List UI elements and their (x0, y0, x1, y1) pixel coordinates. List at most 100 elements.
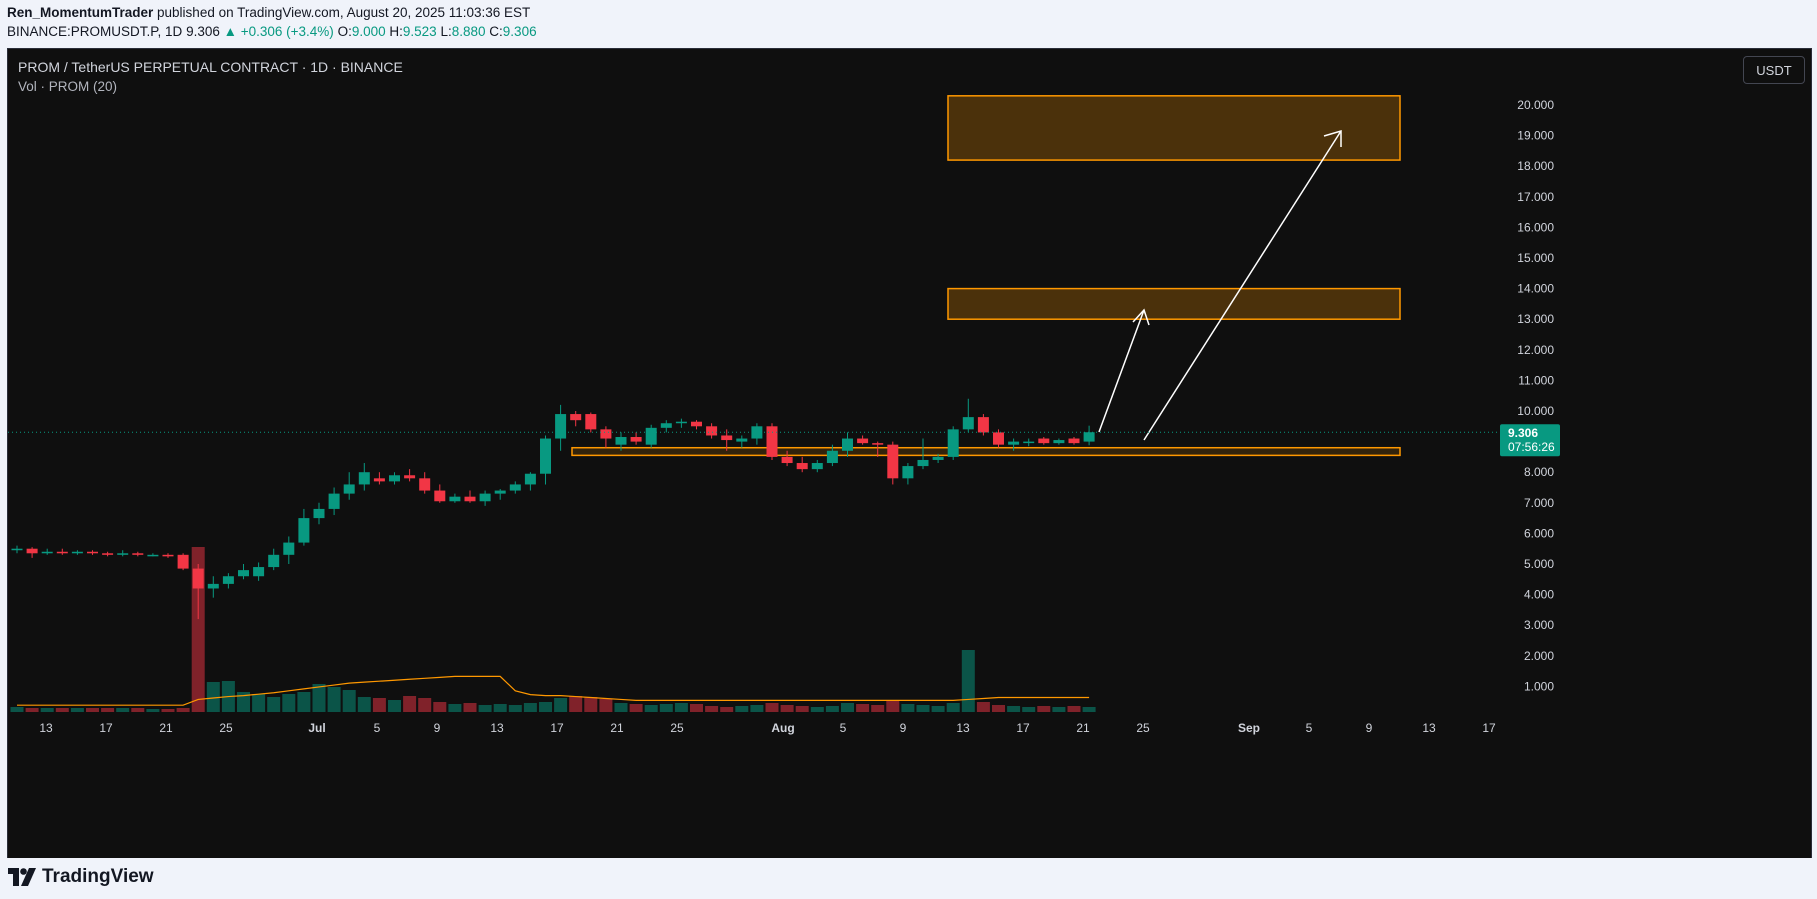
y-axis-tick-label: 12.000 (1517, 343, 1554, 357)
volume-indicator-label[interactable]: Vol · PROM (20) (18, 79, 118, 94)
y-axis-tick-label: 18.000 (1517, 159, 1554, 173)
volume-bar (372, 698, 386, 712)
candle-body (721, 435, 733, 441)
candle-body (932, 456, 944, 460)
volume-bar (418, 698, 432, 712)
candle-body (947, 429, 959, 457)
volume-bar (55, 708, 69, 712)
candle-body (1068, 438, 1080, 444)
volume-bar (765, 703, 779, 712)
publish-info: Ren_MomentumTrader published on TradingV… (7, 5, 530, 20)
volume-ma-line (17, 675, 1090, 706)
symbol-label: BINANCE:PROMUSDT.P, 1D (7, 24, 183, 39)
tradingview-logo-icon (8, 868, 36, 886)
x-axis-tick-label: Aug (771, 721, 794, 735)
candle-body (434, 490, 446, 502)
volume-bar (1037, 706, 1051, 712)
candle-body (615, 437, 627, 445)
volume-bar (508, 705, 522, 712)
y-axis-tick-label: 8.000 (1524, 465, 1554, 479)
candle-body (691, 421, 702, 427)
candle-body (1038, 438, 1050, 444)
volume-bar (40, 708, 54, 712)
candle-body (207, 583, 219, 589)
y-axis-tick-label: 16.000 (1517, 220, 1554, 234)
volume-bar (1007, 706, 1021, 712)
candle-body (56, 551, 68, 554)
last-price-label: 9.306 (1508, 426, 1538, 440)
candle-body (26, 548, 38, 554)
chart-pane[interactable]: 20.000 19.000 18.000 17.000 16.000 15.000 14.0… (7, 48, 1812, 860)
candle-body (540, 438, 551, 474)
volume-bar (780, 705, 794, 712)
volume-bar (388, 700, 401, 712)
candle-body (645, 427, 657, 445)
y-axis-tick-label: 4.000 (1524, 588, 1554, 602)
y-axis-tick-label: 14.000 (1517, 282, 1554, 296)
volume-bar (252, 694, 266, 712)
candle-body (449, 496, 461, 502)
x-axis-tick-label: 5 (840, 721, 847, 735)
candle-body (479, 493, 491, 502)
volume-bar (10, 707, 24, 712)
y-axis-tick-label: 7.000 (1524, 496, 1554, 510)
open-value: 9.000 (351, 24, 386, 39)
tradingview-logo-text: TradingView (42, 866, 154, 887)
candle-body (993, 432, 1004, 445)
projection-arrowhead (1323, 129, 1342, 147)
volume-bar (237, 692, 250, 712)
close-value: 9.306 (502, 24, 537, 39)
candle-body (177, 554, 189, 569)
candle-body (238, 570, 249, 577)
volume-bar (448, 704, 462, 712)
volume-bar (554, 698, 568, 712)
volume-bar (433, 702, 447, 712)
candle-body (283, 542, 295, 555)
symbol-ohlc-line: BINANCE:PROMUSDT.P, 1D 9.306 ▲ +0.306 (+… (7, 24, 537, 39)
volume-bar (871, 705, 885, 712)
volume-bar (629, 704, 643, 712)
author-name[interactable]: Ren_MomentumTrader (7, 5, 154, 20)
candle-body (11, 548, 23, 551)
volume-bar (886, 701, 900, 712)
volume-bar (297, 692, 311, 712)
candle-body (404, 475, 416, 479)
volume-bar (478, 705, 492, 712)
currency-button[interactable]: USDT (1743, 56, 1805, 84)
volume-bar (267, 697, 281, 712)
volume-bar (614, 703, 628, 712)
candle-body (117, 553, 129, 555)
volume-bar (1052, 707, 1066, 712)
price-change: ▲ +0.306 (+3.4%) (223, 24, 334, 39)
volume-bar (1022, 707, 1036, 712)
x-axis-tick-label: 17 (1016, 721, 1030, 735)
volume-bar (992, 705, 1005, 712)
volume-bar (569, 696, 583, 712)
x-axis-tick-label: Sep (1238, 721, 1260, 735)
volume-bar (841, 703, 854, 712)
volume-bar (750, 705, 764, 712)
candle-body (71, 551, 83, 554)
volume-bar (916, 705, 930, 712)
publish-header: Ren_MomentumTrader published on TradingV… (0, 0, 1817, 48)
tradingview-logo[interactable]: TradingView (8, 866, 154, 888)
y-axis-tick-label: 10.000 (1517, 404, 1554, 418)
high-label: H: (389, 24, 403, 39)
x-axis-tick-label: 9 (1366, 721, 1373, 735)
candle-body (524, 473, 536, 485)
volume-bar (403, 696, 417, 712)
chart-canvas[interactable]: 20.000 19.000 18.000 17.000 16.000 15.000 14.0… (8, 49, 1811, 859)
close-label: C: (489, 24, 503, 39)
candle-body (1023, 441, 1035, 444)
candle-body (1083, 432, 1095, 442)
candle-body (147, 554, 159, 557)
x-axis-tick-label: 21 (610, 721, 624, 735)
candle-body (796, 463, 808, 470)
candle-body (857, 438, 869, 444)
candle-body (494, 490, 506, 494)
published-text: published on TradingView.com, August 20,… (153, 5, 531, 20)
x-axis-tick-label: 25 (219, 721, 233, 735)
candle-body (102, 553, 114, 555)
y-axis-tick-label: 20.000 (1517, 98, 1554, 112)
x-axis-tick-label: 17 (99, 721, 113, 735)
